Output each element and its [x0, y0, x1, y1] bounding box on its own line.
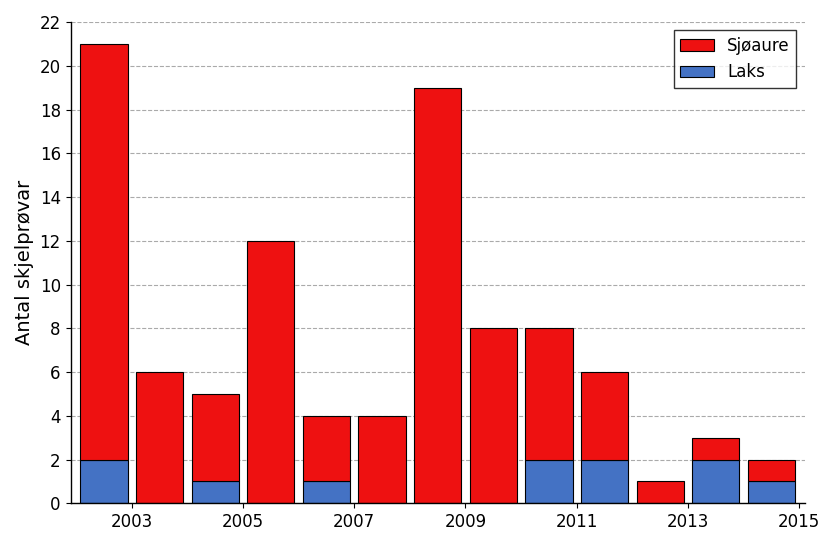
Bar: [581, 372, 628, 460]
Bar: [80, 44, 128, 460]
Bar: [80, 460, 128, 503]
Bar: [414, 87, 461, 503]
Bar: [359, 416, 405, 503]
Bar: [303, 482, 350, 503]
Bar: [303, 416, 350, 482]
Bar: [525, 328, 573, 460]
Bar: [747, 460, 795, 482]
Bar: [692, 460, 739, 503]
Bar: [191, 482, 239, 503]
Legend: Sjøaure, Laks: Sjøaure, Laks: [674, 31, 797, 88]
Bar: [581, 460, 628, 503]
Bar: [191, 394, 239, 482]
Bar: [247, 241, 294, 503]
Y-axis label: Antal skjelprøvar: Antal skjelprøvar: [15, 180, 34, 345]
Bar: [747, 482, 795, 503]
Bar: [470, 328, 517, 503]
Bar: [136, 372, 183, 503]
Bar: [525, 460, 573, 503]
Bar: [692, 438, 739, 460]
Bar: [636, 482, 684, 503]
